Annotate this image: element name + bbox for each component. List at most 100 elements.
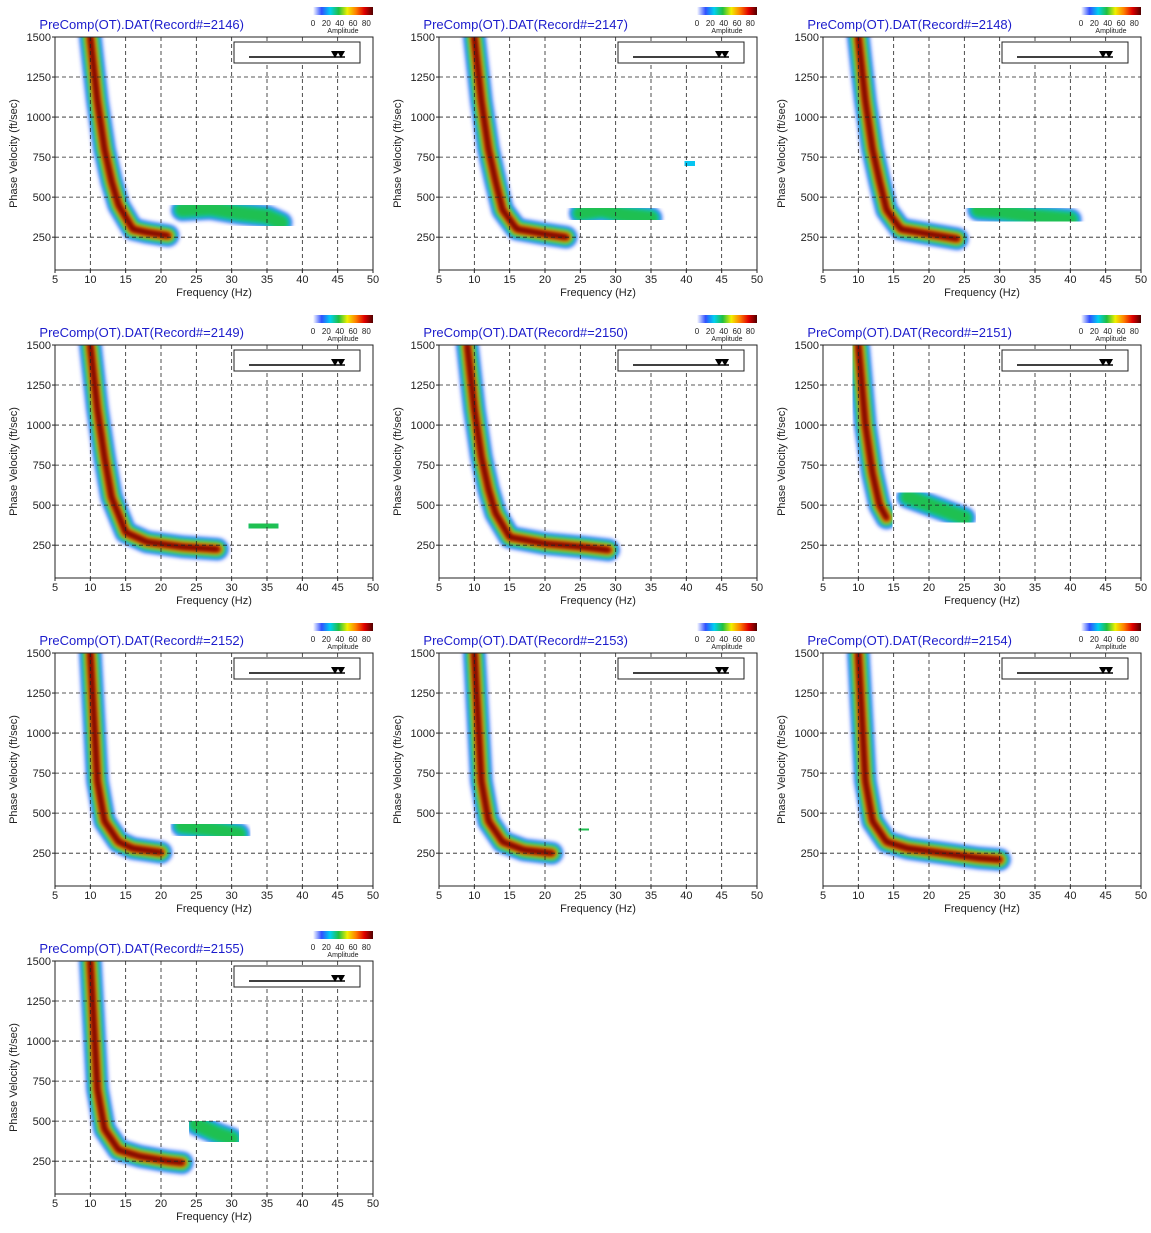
x-tick-label: 15 <box>504 890 516 902</box>
x-tick-label: 10 <box>84 582 96 594</box>
x-tick-label: 20 <box>155 582 167 594</box>
colorbar <box>313 315 373 323</box>
colorbar-tick-label: 0 <box>1079 19 1084 28</box>
x-tick-label: 50 <box>367 1198 379 1210</box>
x-tick-label: 30 <box>226 890 238 902</box>
colorbar-label: Amplitude <box>1095 644 1126 651</box>
y-axis-label: Phase Velocity (ft/sec) <box>392 99 404 208</box>
y-tick-label: 1250 <box>27 688 51 700</box>
x-tick-label: 15 <box>120 274 132 286</box>
energy-ridge <box>472 653 555 856</box>
colorbar-tick-label: 80 <box>1130 19 1139 28</box>
x-tick-label: 15 <box>888 582 900 594</box>
y-tick-label: 500 <box>417 192 435 204</box>
panel: 5 10 15 20 25 30 35 40 45 50 250 500 750 1000 1250 1500… <box>8 315 379 607</box>
x-tick-label: 40 <box>296 890 308 902</box>
x-tick-label: 40 <box>680 890 692 902</box>
energy-ridge <box>88 345 220 552</box>
y-tick-label: 1500 <box>795 32 819 44</box>
x-tick-label: 5 <box>820 274 826 286</box>
colorbar <box>697 623 757 631</box>
panel-title: PreComp(OT).DAT(Record#=2150) <box>423 325 628 340</box>
ridges <box>79 37 373 247</box>
colorbar-tick-label: 80 <box>1130 327 1139 336</box>
colorbar-tick-label: 0 <box>1079 635 1084 644</box>
x-tick-label: 10 <box>84 274 96 286</box>
legend-marker <box>1099 51 1113 58</box>
y-tick-label: 750 <box>33 1076 51 1088</box>
colorbar-label: Amplitude <box>1095 28 1126 35</box>
x-tick-label: 20 <box>155 274 167 286</box>
panel-title: PreComp(OT).DAT(Record#=2151) <box>807 325 1012 340</box>
energy-ridge <box>174 818 247 842</box>
energy-ridge <box>572 821 595 838</box>
energy-ridge <box>856 345 889 520</box>
y-axis-label: Phase Velocity (ft/sec) <box>392 407 404 516</box>
x-tick-label: 5 <box>820 582 826 594</box>
colorbar-tick-label: 0 <box>695 19 700 28</box>
colorbar-tick-label: 0 <box>311 635 316 644</box>
panel-title: PreComp(OT).DAT(Record#=2149) <box>39 325 244 340</box>
panel-title: PreComp(OT).DAT(Record#=2147) <box>423 17 628 32</box>
x-tick-label: 5 <box>820 890 826 902</box>
panel: 5 10 15 20 25 30 35 40 45 50 250 500 750 1000 1250 1500… <box>776 623 1147 915</box>
x-tick-label: 10 <box>468 274 480 286</box>
x-tick-label: 5 <box>52 582 58 594</box>
y-tick-label: 1000 <box>27 728 51 740</box>
ridges <box>847 37 1082 250</box>
x-tick-label: 40 <box>296 274 308 286</box>
x-axis-label: Frequency (Hz) <box>176 595 252 607</box>
ridges <box>79 961 243 1174</box>
panel: 5 10 15 20 25 30 35 40 45 50 250 500 750 1000 1250 1500… <box>392 623 763 915</box>
y-axis-label: Phase Velocity (ft/sec) <box>8 715 20 824</box>
y-tick-label: 500 <box>33 808 51 820</box>
y-tick-label: 750 <box>417 768 435 780</box>
x-tick-label: 15 <box>888 274 900 286</box>
plot-frame <box>822 36 1142 271</box>
legend-marker <box>1099 359 1113 366</box>
colorbar-tick-label: 60 <box>349 19 358 28</box>
energy-ridge <box>188 1116 240 1147</box>
y-tick-label: 250 <box>33 232 51 244</box>
ridges <box>79 653 250 864</box>
x-tick-label: 35 <box>261 1198 273 1210</box>
y-tick-label: 250 <box>801 540 819 552</box>
x-tick-label: 45 <box>716 890 728 902</box>
plot-frame <box>822 652 1142 887</box>
legend-marker <box>331 667 345 674</box>
plot-frame <box>54 36 374 271</box>
colorbar-tick-label: 20 <box>1090 19 1099 28</box>
colorbar-tick-label: 80 <box>362 327 371 336</box>
colorbar-tick-label: 60 <box>1117 635 1126 644</box>
plot-frame <box>54 960 374 1195</box>
x-tick-label: 20 <box>923 274 935 286</box>
y-tick-label: 750 <box>801 152 819 164</box>
y-tick-label: 250 <box>33 848 51 860</box>
y-tick-label: 1000 <box>795 728 819 740</box>
colorbar-tick-label: 40 <box>719 635 728 644</box>
colorbar-tick-label: 60 <box>349 635 358 644</box>
y-tick-label: 1500 <box>27 340 51 352</box>
y-tick-label: 1250 <box>411 72 435 84</box>
ridges <box>847 345 1032 561</box>
x-axis-label: Frequency (Hz) <box>176 903 252 915</box>
colorbar-tick-label: 40 <box>719 327 728 336</box>
x-tick-label: 30 <box>994 274 1006 286</box>
y-tick-label: 1000 <box>27 1036 51 1048</box>
x-tick-label: 20 <box>539 890 551 902</box>
colorbar-label: Amplitude <box>1095 336 1126 343</box>
colorbar-tick-label: 0 <box>311 327 316 336</box>
y-tick-label: 1250 <box>795 380 819 392</box>
colorbar-tick-label: 20 <box>322 327 331 336</box>
x-tick-label: 25 <box>574 274 586 286</box>
colorbar-tick-label: 60 <box>733 635 742 644</box>
energy-ridge <box>677 152 703 175</box>
y-tick-label: 250 <box>801 848 819 860</box>
x-tick-label: 15 <box>504 582 516 594</box>
panel: 5 10 15 20 25 30 35 40 45 50 250 500 750 1000 1250 1500… <box>392 7 763 299</box>
x-tick-label: 35 <box>645 890 657 902</box>
x-tick-label: 5 <box>52 890 58 902</box>
y-tick-label: 250 <box>417 848 435 860</box>
x-axis-label: Frequency (Hz) <box>560 287 636 299</box>
